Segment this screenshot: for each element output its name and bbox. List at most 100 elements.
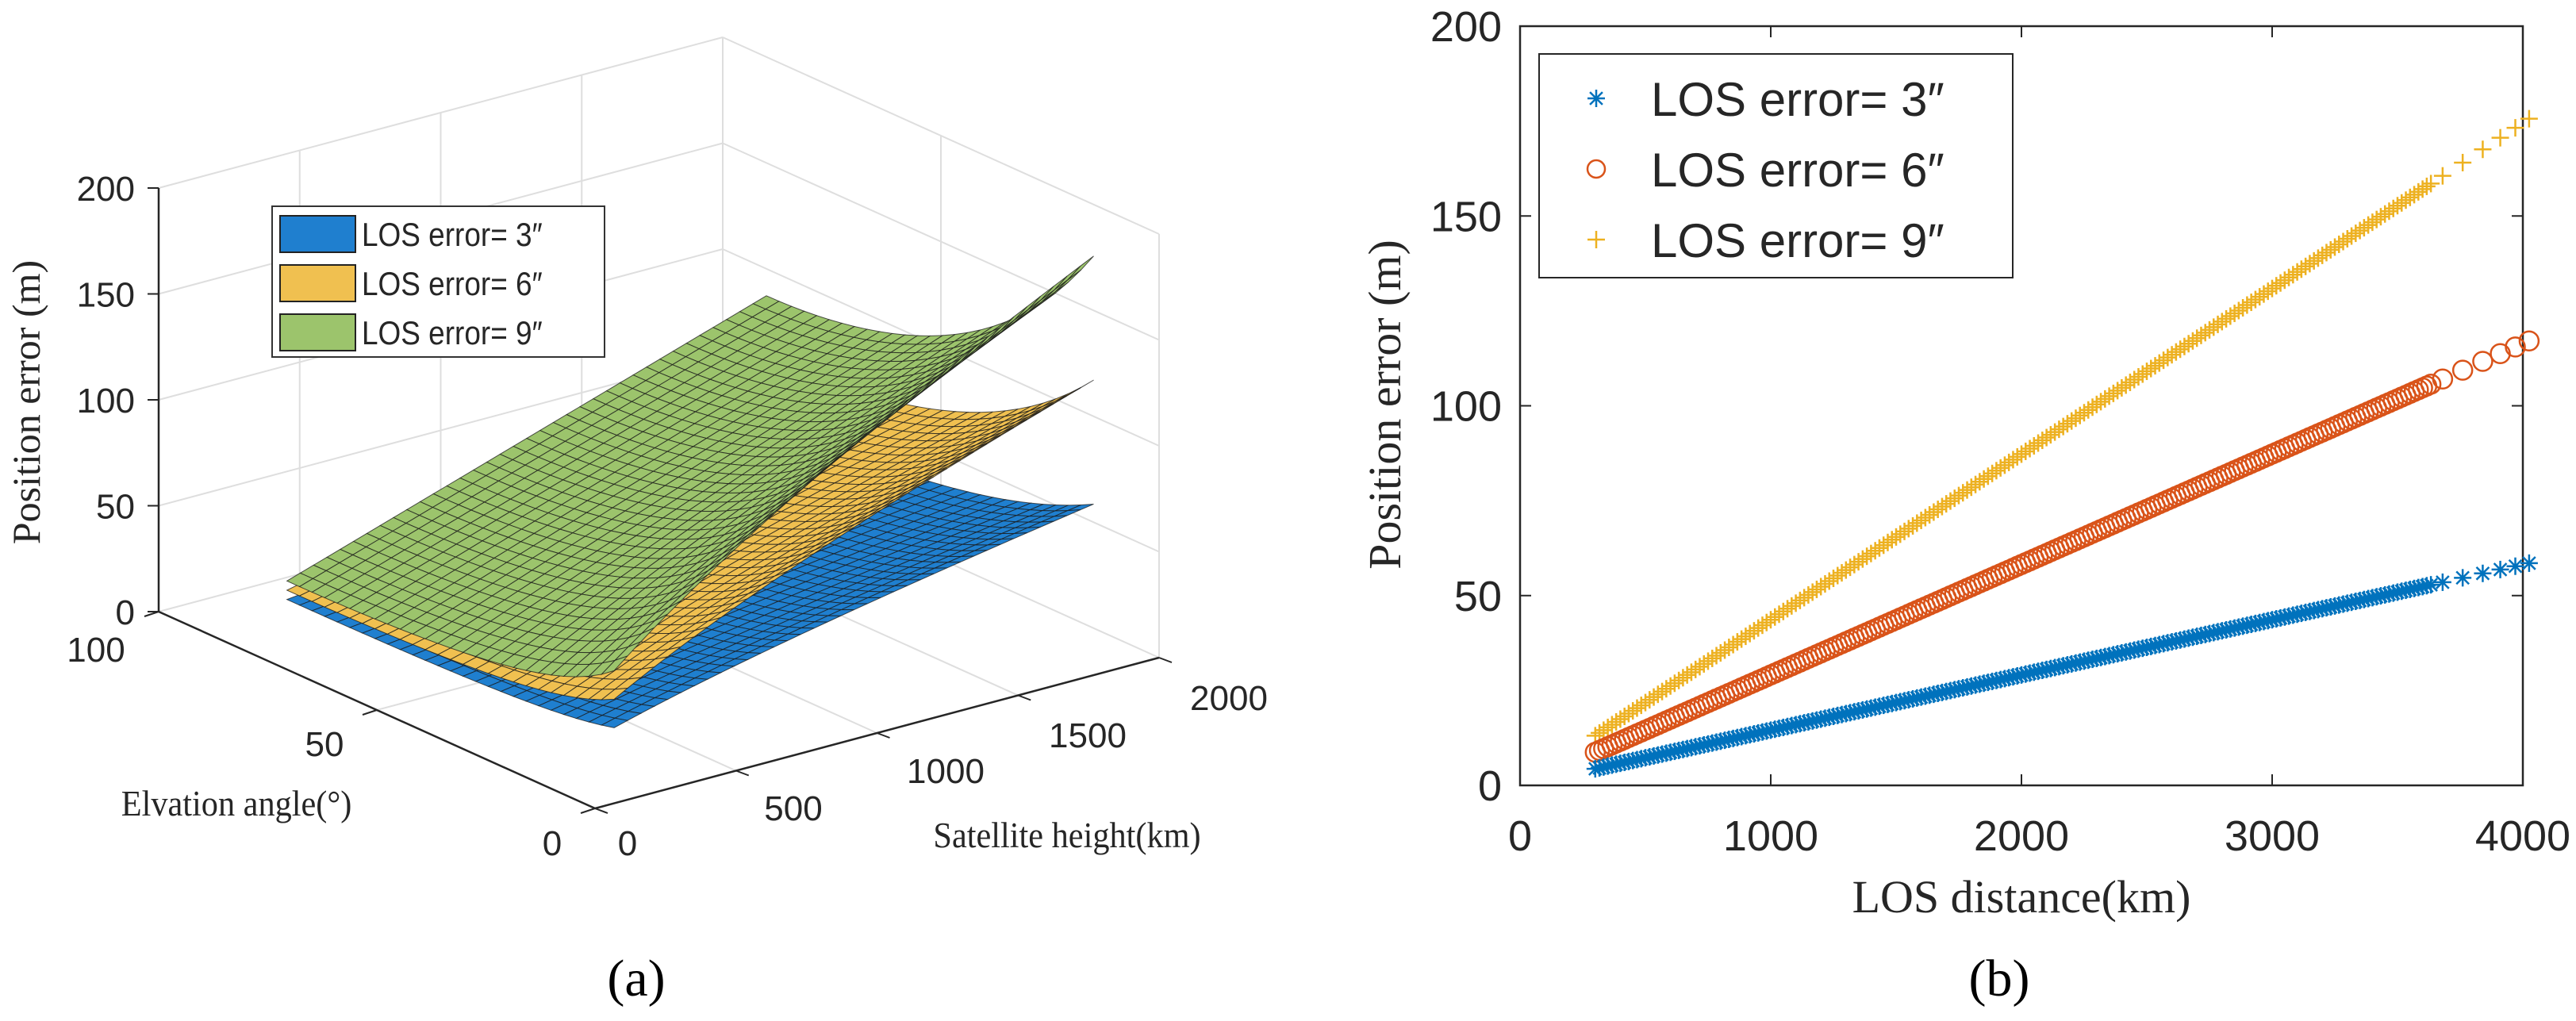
panel-a-surfaces bbox=[286, 255, 1094, 728]
marker-circle bbox=[2420, 374, 2442, 395]
point-plus bbox=[2491, 129, 2509, 147]
y-tick-label: 150 bbox=[1430, 193, 1502, 240]
panel-b-points bbox=[1584, 109, 2540, 778]
surface-cell bbox=[1054, 266, 1081, 290]
surface-cell bbox=[600, 655, 628, 675]
elevation-tick bbox=[580, 808, 596, 814]
series-circle bbox=[1584, 330, 2540, 763]
marker-stroke bbox=[2508, 558, 2523, 574]
point-asterisk bbox=[2433, 573, 2451, 591]
point-asterisk bbox=[2422, 576, 2440, 594]
height-tick bbox=[1158, 657, 1173, 663]
point-circle bbox=[2420, 374, 2442, 395]
height-tick-label: 2000 bbox=[1190, 679, 1268, 718]
panel-a-caption: (a) bbox=[607, 950, 665, 1008]
height-tick bbox=[1017, 694, 1031, 701]
elevation-tick-label: 100 bbox=[67, 631, 125, 670]
panel-a-xlabel: Satellite height(km) bbox=[933, 815, 1200, 855]
point-circle bbox=[2451, 359, 2474, 381]
point-asterisk bbox=[2474, 564, 2492, 582]
elevation-tick bbox=[362, 709, 378, 716]
surface-9-arcsec bbox=[286, 255, 1094, 677]
x-tick-label: 4000 bbox=[2475, 812, 2570, 860]
marker-stroke bbox=[2475, 566, 2490, 581]
marker-circle bbox=[2518, 330, 2540, 352]
legend-label: LOS error= 3″ bbox=[1651, 73, 1944, 126]
gridline bbox=[158, 36, 724, 189]
marker-circle bbox=[2505, 336, 2526, 358]
gridline bbox=[722, 36, 1160, 235]
z-tick-label: 50 bbox=[96, 488, 135, 527]
point-plus bbox=[2520, 109, 2538, 128]
legend-swatch bbox=[279, 215, 356, 253]
panel-b-xlabel: LOS distance(km) bbox=[1852, 871, 2191, 923]
panel-a-ylabel: Elvation angle(°) bbox=[121, 783, 352, 823]
marker-circle bbox=[2432, 368, 2454, 390]
marker-stroke bbox=[1589, 91, 1603, 106]
panel-b-ticks: 0 1000 2000 3000 4000 0 50 100 150 200 bbox=[1430, 3, 2570, 860]
legend-box bbox=[1538, 53, 2014, 278]
point-circle bbox=[2518, 330, 2540, 352]
marker-stroke bbox=[2455, 570, 2470, 585]
x-tick-label: 1000 bbox=[1723, 812, 1818, 860]
marker-stroke bbox=[2424, 578, 2438, 592]
point-plus bbox=[2454, 153, 2472, 171]
height-tick-label: 500 bbox=[764, 789, 822, 828]
surface-cell bbox=[600, 687, 629, 700]
legend-label: LOS error= 3″ bbox=[362, 217, 543, 254]
height-tick-label: 1000 bbox=[907, 752, 985, 791]
point-plus bbox=[2506, 119, 2524, 137]
series-plus bbox=[1586, 109, 2538, 745]
panel-b-legend: LOS error= 3″LOS error= 6″LOS error= 9″ bbox=[1538, 53, 2014, 278]
elevation-tick-label: 50 bbox=[305, 725, 344, 764]
elevation-tick-label: 0 bbox=[543, 824, 562, 863]
elevation-tick bbox=[144, 611, 159, 617]
surface-cell bbox=[1027, 286, 1054, 310]
x-tick-label: 2000 bbox=[1974, 812, 2069, 860]
height-tick-label: 1500 bbox=[1049, 716, 1127, 755]
z-tick-label: 150 bbox=[77, 276, 135, 315]
marker-stroke bbox=[2493, 562, 2508, 577]
legend-label: LOS error= 9″ bbox=[362, 315, 543, 352]
point-asterisk bbox=[2520, 554, 2538, 572]
surface-cell bbox=[600, 717, 629, 728]
legend-swatch bbox=[279, 264, 356, 302]
point-plus bbox=[2433, 167, 2451, 185]
marker-circle bbox=[2472, 351, 2493, 372]
point-asterisk bbox=[2491, 560, 2509, 578]
point-asterisk bbox=[2506, 557, 2524, 575]
height-tick bbox=[877, 732, 890, 739]
y-tick-label: 100 bbox=[1430, 383, 1502, 431]
y-tick-label: 50 bbox=[1454, 573, 1502, 620]
point-circle bbox=[2505, 336, 2526, 358]
x-tick-label: 0 bbox=[1508, 812, 1532, 860]
height-tick bbox=[594, 808, 608, 814]
y-tick-label: 200 bbox=[1430, 3, 1502, 51]
gridline bbox=[722, 142, 1160, 341]
legend-swatch bbox=[279, 313, 356, 351]
point-asterisk bbox=[2454, 569, 2472, 587]
z-tick-label: 200 bbox=[77, 170, 135, 209]
point-plus bbox=[2422, 175, 2440, 193]
z-tick-label: 0 bbox=[116, 593, 135, 632]
panel-a-legend: LOS error= 3″ LOS error= 6″ LOS error= 9″ bbox=[271, 205, 605, 358]
panel-b-scatter: 0 1000 2000 3000 4000 0 50 100 150 200 Position e… bbox=[1359, 3, 2570, 1008]
series-asterisk bbox=[1586, 554, 2538, 778]
marker-circle bbox=[2451, 359, 2474, 381]
height-tick bbox=[735, 770, 750, 777]
z-tick-label: 100 bbox=[77, 382, 135, 420]
panel-a-zlabel: Position error (m) bbox=[4, 260, 48, 544]
panel-b-ylabel: Position error (m) bbox=[1359, 240, 1411, 570]
x-tick-label: 3000 bbox=[2225, 812, 2320, 860]
point-asterisk bbox=[1587, 90, 1605, 107]
surface-cell bbox=[1067, 255, 1094, 281]
marker-stroke bbox=[2522, 556, 2536, 570]
point-circle bbox=[1586, 159, 1607, 179]
point-circle bbox=[2472, 351, 2493, 372]
y-tick-label: 0 bbox=[1478, 762, 1502, 810]
point-plus bbox=[2417, 177, 2436, 195]
marker-stroke bbox=[2436, 575, 2450, 589]
